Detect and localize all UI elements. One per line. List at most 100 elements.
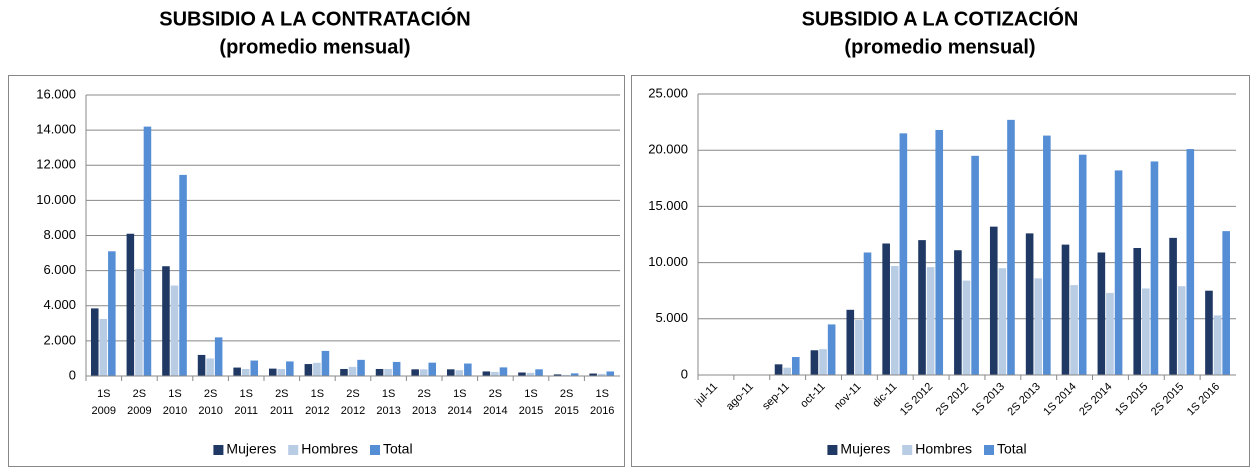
bar bbox=[499, 367, 508, 376]
bar bbox=[428, 362, 437, 376]
bar bbox=[277, 368, 286, 376]
y-tick-label: 2.000 bbox=[43, 332, 76, 347]
bar bbox=[882, 243, 890, 375]
x-tick-label: 1S 2016 bbox=[1185, 381, 1222, 418]
y-tick-label: 5.000 bbox=[655, 310, 688, 325]
bar bbox=[1114, 170, 1123, 375]
bar bbox=[926, 267, 935, 375]
bar bbox=[1150, 161, 1159, 375]
bar bbox=[197, 354, 206, 376]
y-tick-label: 12.000 bbox=[36, 157, 76, 172]
x-tick-label: sep-11 bbox=[760, 381, 792, 413]
bar bbox=[1213, 315, 1222, 375]
y-tick-label: 8.000 bbox=[43, 227, 76, 242]
bar bbox=[179, 174, 187, 376]
bar bbox=[241, 368, 250, 376]
y-tick-label: 6.000 bbox=[43, 262, 76, 277]
legend-label: Total bbox=[997, 441, 1027, 457]
x-tick-label: 1S 2013 bbox=[376, 388, 400, 417]
bar bbox=[108, 251, 116, 376]
y-tick-label: 20.000 bbox=[648, 142, 688, 157]
bar bbox=[455, 370, 464, 376]
x-tick-label: 2S 2013 bbox=[412, 388, 436, 417]
x-tick-label: 2S 2012 bbox=[341, 388, 365, 417]
x-tick-label: 2S 2011 bbox=[270, 388, 294, 417]
bar bbox=[206, 358, 214, 376]
bar bbox=[962, 280, 971, 375]
bar bbox=[419, 369, 428, 376]
legend: Mujeres Hombres Total bbox=[827, 441, 1027, 457]
bar bbox=[464, 363, 472, 376]
bar bbox=[1205, 290, 1213, 375]
bar bbox=[340, 368, 348, 376]
x-tick-label: 1S 2014 bbox=[448, 388, 472, 417]
legend-swatch bbox=[213, 445, 224, 455]
bar bbox=[143, 126, 152, 376]
x-tick-label: 1S 2011 bbox=[234, 388, 258, 417]
bar bbox=[899, 133, 908, 375]
y-tick-label: 25.000 bbox=[648, 85, 688, 100]
bar bbox=[491, 371, 499, 376]
x-tick-label: 1S 2010 bbox=[163, 388, 187, 417]
x-tick-label: oct-11 bbox=[798, 381, 828, 411]
bar bbox=[313, 362, 321, 376]
bar bbox=[989, 226, 998, 375]
chart-subtitle: (promedio mensual) bbox=[844, 36, 1035, 58]
x-tick-label: 2S 2014 bbox=[1077, 381, 1114, 418]
x-tick-label: 2S 2012 bbox=[934, 381, 971, 418]
bar bbox=[1007, 119, 1015, 376]
bar bbox=[935, 129, 944, 375]
bar bbox=[384, 368, 392, 376]
y-tick-label: 4.000 bbox=[43, 297, 76, 312]
x-tick-label: 2S 2015 bbox=[1149, 381, 1186, 418]
y-tick-label: 0 bbox=[69, 367, 76, 382]
bar bbox=[918, 240, 926, 375]
bar bbox=[357, 359, 365, 376]
x-tick-label: 1S 2015 bbox=[1113, 381, 1150, 418]
bar bbox=[392, 361, 401, 376]
legend-label: Hombres bbox=[915, 441, 972, 457]
bar bbox=[774, 364, 783, 375]
y-tick-label: 10.000 bbox=[36, 192, 76, 207]
bar bbox=[553, 374, 562, 376]
legend-swatch bbox=[370, 445, 381, 455]
bar bbox=[606, 371, 615, 376]
x-tick-label: dic-11 bbox=[870, 381, 899, 410]
legend-label: Total bbox=[383, 441, 413, 457]
bar bbox=[1169, 237, 1177, 375]
right-frame bbox=[631, 75, 1250, 467]
bar bbox=[1025, 233, 1034, 375]
x-tick-label: 2S 2009 bbox=[127, 388, 151, 417]
y-tick-label: 15.000 bbox=[648, 198, 688, 213]
bar bbox=[810, 350, 819, 375]
left-frame bbox=[8, 75, 625, 467]
x-tick-label: 1S 2012 bbox=[898, 381, 935, 418]
x-tick-label: 1S 2014 bbox=[1041, 381, 1078, 418]
x-tick-label: 2S 2015 bbox=[554, 388, 578, 417]
bar bbox=[482, 371, 491, 376]
chart-title: SUBSIDIO A LA CONTRATACIÓN bbox=[159, 6, 470, 30]
x-tick-label: 1S 2012 bbox=[305, 388, 329, 417]
chart-subtitle: (promedio mensual) bbox=[219, 36, 410, 58]
bar bbox=[1061, 244, 1070, 375]
legend-swatch bbox=[984, 445, 995, 455]
y-tick-label: 16.000 bbox=[36, 86, 76, 101]
bar bbox=[954, 250, 962, 375]
bar bbox=[597, 373, 606, 376]
bar bbox=[375, 368, 384, 376]
x-tick-label: 2S 2013 bbox=[1005, 381, 1042, 418]
y-tick-label: 10.000 bbox=[648, 254, 688, 269]
bar bbox=[1106, 292, 1114, 375]
x-tick-label: nov-11 bbox=[832, 381, 864, 413]
bar bbox=[1097, 252, 1106, 375]
bar bbox=[135, 268, 143, 376]
bar bbox=[570, 373, 579, 376]
x-tick-label: 1S 2016 bbox=[590, 388, 614, 417]
bar bbox=[1142, 288, 1150, 375]
bar bbox=[170, 285, 179, 376]
x-tick-label: jul-11 bbox=[692, 381, 720, 409]
bar bbox=[214, 337, 223, 376]
bar bbox=[446, 369, 455, 376]
legend: Mujeres Hombres Total bbox=[213, 441, 413, 457]
